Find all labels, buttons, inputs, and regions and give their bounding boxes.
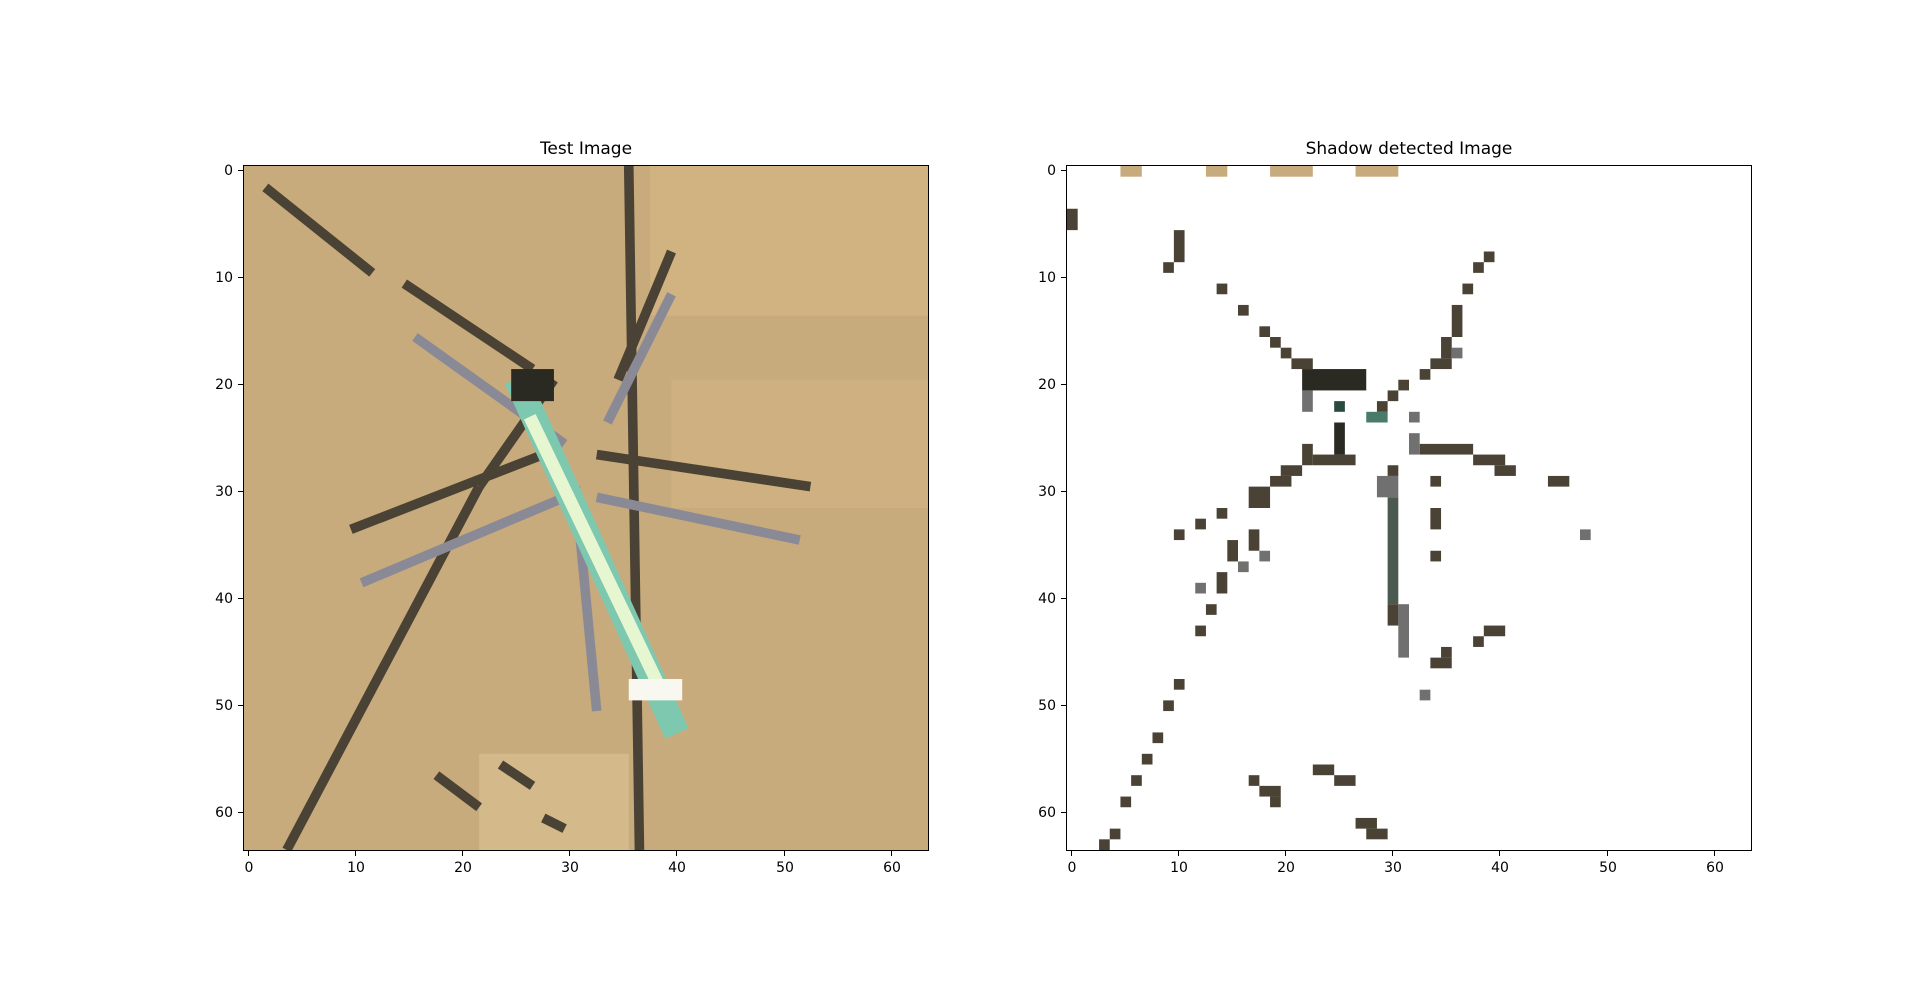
left-panel-title: Test Image [539, 139, 633, 159]
left-image-plot [243, 165, 929, 851]
x-tick-label: 0 [1067, 860, 1077, 876]
y-tick-label: 10 [1038, 270, 1056, 286]
y-tick-label: 60 [215, 805, 233, 821]
right-image-plot [1066, 165, 1752, 851]
x-tick-label: 20 [1277, 860, 1295, 876]
x-tick-label: 10 [347, 860, 365, 876]
x-tick-label: 50 [776, 860, 794, 876]
y-tick-label: 10 [215, 270, 233, 286]
sand-patch [650, 166, 928, 316]
x-tick-label: 30 [561, 860, 579, 876]
x-tick-label: 40 [1491, 860, 1509, 876]
y-tick-label: 30 [1038, 484, 1056, 500]
y-tick-label: 40 [215, 591, 233, 607]
bright-object [504, 369, 689, 739]
y-tick-label: 20 [1038, 377, 1056, 393]
y-tick-label: 50 [215, 698, 233, 714]
x-tick-label: 10 [1170, 860, 1188, 876]
x-tick-label: 40 [668, 860, 686, 876]
y-tick-label: 50 [1038, 698, 1056, 714]
y-tick-label: 60 [1038, 805, 1056, 821]
y-tick-label: 0 [1047, 163, 1056, 179]
y-tick-label: 0 [224, 163, 233, 179]
right-panel-title: Shadow detected Image [1305, 139, 1513, 159]
x-tick-label: 60 [883, 860, 901, 876]
x-tick-label: 50 [1599, 860, 1617, 876]
y-tick-label: 30 [215, 484, 233, 500]
shadow-image [1067, 166, 1751, 850]
x-tick-label: 30 [1384, 860, 1402, 876]
x-tick-label: 20 [454, 860, 472, 876]
y-tick-label: 20 [215, 377, 233, 393]
shadow-pixels [1067, 166, 1591, 850]
x-tick-label: 60 [1706, 860, 1724, 876]
x-tick-label: 0 [244, 860, 254, 876]
y-tick-label: 40 [1038, 591, 1056, 607]
test-image [244, 166, 928, 850]
